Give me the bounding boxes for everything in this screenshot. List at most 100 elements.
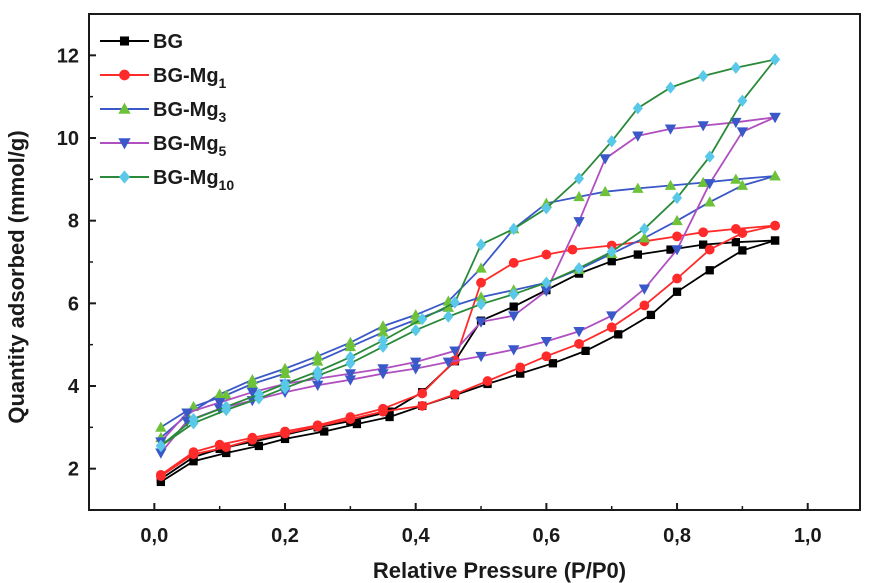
data-point — [181, 408, 193, 419]
legend-label-text: BG — [153, 31, 183, 53]
legend-item-bg: BG — [100, 31, 183, 53]
data-point — [449, 346, 461, 357]
data-point — [280, 426, 290, 437]
data-point — [312, 420, 323, 431]
data-point — [581, 346, 590, 356]
data-point — [632, 102, 643, 115]
data-point — [574, 262, 585, 275]
data-point — [508, 345, 520, 356]
data-point — [639, 300, 650, 311]
legend-item-bg-mg-10: BG-Mg10 — [100, 167, 234, 193]
data-point — [736, 179, 749, 190]
legend-label-subscript: 5 — [219, 143, 227, 159]
data-point — [632, 182, 644, 193]
data-point — [606, 135, 617, 148]
data-point — [769, 170, 781, 181]
data-point — [633, 250, 642, 259]
data-point — [730, 61, 741, 74]
data-point — [475, 351, 487, 363]
legend-label-subscript: 1 — [219, 75, 227, 91]
legend-label: BG-Mg10 — [153, 167, 234, 193]
data-point — [475, 262, 487, 273]
data-point — [279, 367, 291, 379]
data-point — [508, 288, 519, 301]
data-point — [476, 298, 487, 311]
data-point — [730, 117, 742, 129]
data-point — [672, 191, 683, 205]
data-point — [606, 311, 618, 322]
legend-item-bg-mg-5: BG-Mg5 — [100, 133, 227, 159]
series-line-adsorption — [160, 239, 776, 483]
data-point — [607, 257, 616, 266]
data-point — [672, 231, 682, 242]
data-point — [476, 238, 487, 251]
series-line-adsorption — [160, 175, 776, 429]
data-point — [443, 310, 454, 323]
legend-label-text: BG-Mg — [153, 133, 219, 155]
data-point — [188, 447, 199, 458]
data-point — [638, 284, 651, 295]
data-point — [246, 387, 259, 399]
legend-marker — [118, 102, 131, 114]
data-point — [573, 190, 585, 202]
data-point — [614, 330, 623, 339]
data-point — [378, 403, 388, 414]
y-tick-label: 2 — [68, 459, 79, 481]
data-point — [345, 357, 356, 370]
data-point — [664, 179, 677, 190]
data-point — [671, 214, 683, 226]
data-point — [279, 362, 291, 374]
data-point — [345, 350, 356, 364]
data-point — [378, 334, 389, 347]
series-layer — [155, 53, 781, 487]
data-point — [736, 127, 749, 138]
data-point — [540, 336, 553, 348]
data-point — [541, 249, 552, 260]
data-point — [704, 179, 716, 190]
data-point — [573, 217, 585, 228]
data-point — [697, 121, 709, 132]
data-point — [599, 154, 611, 165]
data-point — [155, 421, 167, 432]
data-point — [730, 224, 741, 234]
data-point — [508, 222, 519, 236]
x-tick-label: 1,0 — [794, 525, 822, 547]
y-tick-label: 10 — [57, 128, 79, 150]
x-tick-label: 0,8 — [663, 525, 691, 547]
data-point — [475, 317, 487, 328]
data-point — [672, 273, 682, 284]
legend-marker — [119, 170, 130, 184]
x-axis-title: Relative Pressure (P/P0) — [373, 558, 626, 583]
data-point — [665, 81, 676, 94]
legend-label-subscript: 3 — [219, 109, 227, 125]
data-point — [247, 432, 258, 443]
legend-label-text: BG-Mg — [153, 167, 219, 189]
data-point — [378, 340, 389, 353]
data-point — [606, 245, 617, 258]
data-point — [639, 222, 650, 236]
data-point — [280, 377, 291, 391]
data-point — [638, 232, 651, 243]
data-point — [221, 400, 232, 413]
data-point — [698, 227, 709, 238]
data-point — [417, 388, 428, 399]
data-point — [410, 309, 422, 320]
data-point — [377, 364, 389, 375]
data-point — [312, 355, 324, 366]
data-point — [482, 376, 493, 386]
data-point — [155, 439, 166, 453]
series-line-adsorption — [160, 224, 776, 477]
y-tick-label: 4 — [68, 376, 80, 398]
legend-item-bg-mg-3: BG-Mg3 — [100, 99, 227, 125]
y-tick-label: 6 — [68, 293, 79, 315]
data-point — [344, 369, 357, 380]
legend-marker — [119, 36, 130, 46]
data-point — [574, 338, 584, 349]
data-point — [188, 412, 199, 426]
data-point — [664, 124, 677, 135]
data-point — [508, 311, 520, 322]
data-point — [705, 266, 714, 275]
data-point — [599, 185, 611, 197]
